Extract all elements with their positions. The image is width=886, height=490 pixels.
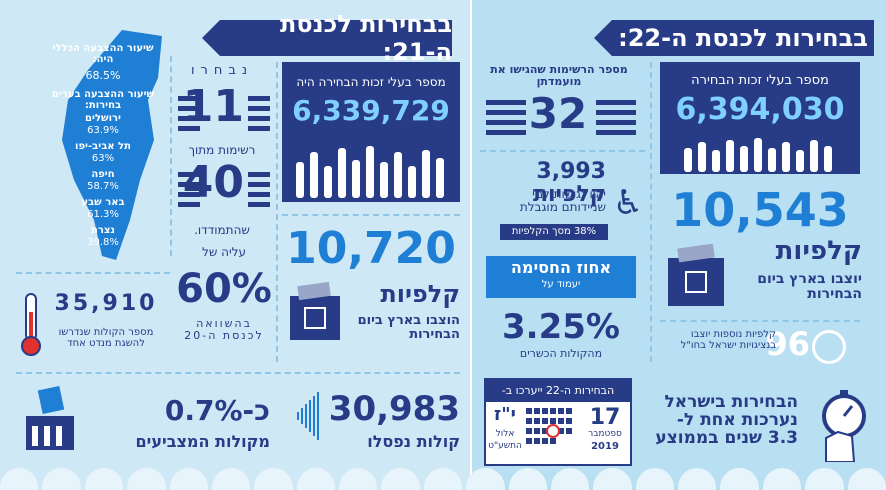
invalid-value: 30,983 bbox=[328, 389, 460, 429]
calendar-hebmonth: אלול bbox=[495, 429, 515, 439]
ballots-22-desc: יוצבו בארץ ביום הבחירות bbox=[757, 271, 862, 302]
israel-map-icon bbox=[62, 30, 162, 260]
lists-stripes-icon bbox=[248, 172, 270, 212]
knesset-22-banner: בבחירות לכנסת ה-22: bbox=[594, 20, 874, 56]
decorative-circles bbox=[0, 468, 886, 490]
calendar-year: 2019 bbox=[591, 441, 619, 452]
threshold-box: אחוז החסימה יעמוד על bbox=[486, 256, 636, 298]
city-turnout-value: 58.7% bbox=[87, 181, 119, 192]
lists-stripes-icon bbox=[178, 96, 200, 136]
invalid-desc: קולות נפסלו bbox=[367, 432, 460, 451]
separator bbox=[16, 272, 170, 274]
threshold-value: 3.25% bbox=[502, 307, 620, 347]
city-name: ירושלים bbox=[85, 113, 121, 124]
accessible-pct-badge: 38% מסך הקלפיות bbox=[500, 224, 608, 240]
frequency-text: הבחירות בישראל נערכות אחת ל- 3.3 שנים במ… bbox=[655, 392, 798, 448]
city-turnout-value: 63% bbox=[91, 153, 115, 164]
voters-21-value: 6,339,729 bbox=[292, 94, 450, 127]
thermometer-icon bbox=[21, 293, 41, 356]
threshold-desc: מהקולות הכשרים bbox=[519, 347, 603, 360]
map-cities-label: שיעור ההצבעה בערים בחירות: bbox=[51, 89, 155, 111]
lists-stripes-icon bbox=[248, 96, 270, 136]
thermo-value: 35,910 bbox=[54, 291, 158, 316]
lists-stripes-icon bbox=[486, 100, 526, 140]
calendar-card: הבחירות ה-22 ייערכו ב- 17 ספטמבר 2019 י"… bbox=[484, 378, 632, 466]
city-turnout-value: 61.3% bbox=[87, 209, 119, 220]
calendar-hebyear: התשע"ט bbox=[488, 441, 522, 451]
ballot-box-icon bbox=[668, 244, 724, 306]
rise-value: 60% bbox=[176, 266, 272, 312]
calendar-title: הבחירות ה-22 ייערכו ב- bbox=[486, 380, 630, 402]
city-turnout-value: 63.9% bbox=[87, 125, 119, 136]
city-name: תל אביב-יפו bbox=[75, 141, 131, 152]
knesset-21-banner: בבחירות לכנסת ה-21: bbox=[202, 10, 452, 66]
elected-value: 11 bbox=[182, 81, 244, 132]
lists-22-label: מספר הרשימות שהגישו את מועמדתן bbox=[490, 63, 628, 88]
calendar-hebdate: י"ז bbox=[494, 404, 516, 425]
voters-22-value: 6,394,030 bbox=[675, 92, 845, 127]
raised-hands-icon bbox=[684, 138, 832, 172]
lists-stripes-icon bbox=[178, 172, 200, 212]
map-turnout-label: שיעור ההצבעה הכללי היה: bbox=[52, 43, 154, 65]
lists-stripes-icon bbox=[596, 100, 636, 140]
ballot-box-icon bbox=[290, 282, 340, 340]
elected-label: נבחרו bbox=[190, 63, 254, 78]
city-name: באר שבע bbox=[81, 197, 125, 208]
stopwatch-hand-icon bbox=[822, 390, 866, 462]
lists-22-value: 32 bbox=[528, 89, 588, 138]
rise-desc: בהשוואה לכנסת ה-20 bbox=[184, 317, 264, 342]
separator bbox=[480, 150, 645, 152]
panel-divider bbox=[470, 0, 472, 490]
calendar-month: ספטמבר bbox=[588, 429, 622, 439]
voters-21-label: מספר בעלי זכות הבחירה היה bbox=[296, 75, 446, 89]
voters-22-label: מספר בעלי זכות הבחירה bbox=[691, 73, 829, 88]
map-turnout-value: 68.5% bbox=[85, 69, 121, 82]
separator bbox=[276, 62, 278, 362]
contested-label: שהתמודדו. bbox=[194, 223, 250, 237]
separator bbox=[660, 320, 860, 322]
threshold-sub: יעמוד על bbox=[541, 279, 581, 290]
abroad-num: 96 bbox=[765, 325, 810, 363]
separator bbox=[170, 56, 172, 256]
separator bbox=[282, 214, 460, 216]
voters-21-box: מספר בעלי זכות הבחירה היה 6,339,729 bbox=[282, 62, 460, 202]
calendar-day: 17 bbox=[589, 405, 621, 430]
accessible-value: 3,993 קלפיות bbox=[532, 159, 606, 208]
ballots-22-word: קלפיות bbox=[775, 236, 862, 266]
city-turnout-value: 39.8% bbox=[87, 237, 119, 248]
accessible-desc: יהיו נגישות למי שניידותם מוגבלת bbox=[519, 187, 606, 214]
invalid-votes-cone-icon bbox=[297, 392, 319, 440]
lists-21-value: 40 bbox=[182, 157, 244, 208]
lists-21-label: רשימות מתוך bbox=[188, 143, 256, 157]
invalid-pct-value: כ-0.7% bbox=[164, 394, 270, 427]
ballots-21-value: 10,720 bbox=[286, 223, 456, 274]
ballot-hands-icon bbox=[26, 386, 74, 450]
raised-hands-icon bbox=[296, 146, 444, 198]
abroad-desc: קלפיות נוספות יוצבו בנציגויות ישראל בחו"… bbox=[680, 329, 776, 351]
calendar-grid-icon bbox=[526, 408, 572, 444]
voters-22-box: מספר בעלי זכות הבחירה 6,394,030 bbox=[660, 62, 860, 174]
ballots-21-word: קלפיות bbox=[380, 280, 460, 308]
city-name: חיפה bbox=[91, 169, 115, 180]
ballots-22-value: 10,543 bbox=[671, 183, 849, 237]
globe-icon bbox=[812, 330, 846, 364]
city-name: נצרת bbox=[91, 225, 115, 236]
rise-label: עליה של bbox=[202, 245, 246, 259]
separator bbox=[16, 372, 460, 374]
invalid-pct-desc: מקולות המצביעים bbox=[135, 432, 270, 451]
wheelchair-icon: ♿ bbox=[612, 183, 644, 223]
thermo-desc: מספר הקולות שנדרשו להשגת מנדט אחד bbox=[58, 327, 154, 349]
ballots-21-desc: הוצבו בארץ ביום הבחירות bbox=[357, 313, 460, 342]
separator bbox=[650, 62, 652, 362]
threshold-title: אחוז החסימה bbox=[510, 258, 612, 277]
